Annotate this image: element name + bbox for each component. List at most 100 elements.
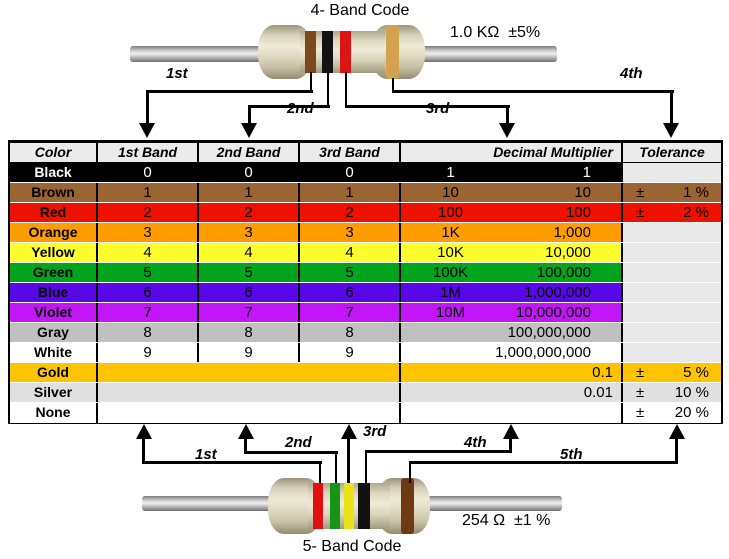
color-name: White — [10, 343, 98, 362]
band3-digit: 3 — [300, 223, 401, 242]
arrow-line — [244, 437, 247, 454]
band3-digit: 5 — [300, 263, 401, 282]
band2-digit: 9 — [199, 343, 300, 362]
multiplier-cell: 10M 10,000,000 — [401, 303, 623, 322]
band-1st-red — [313, 483, 323, 529]
stem-band1 — [319, 461, 321, 483]
table-row-none: None ±20 % — [10, 403, 721, 423]
band2-digit: 7 — [199, 303, 300, 322]
arrow-line — [146, 90, 149, 123]
header-2nd-band: 2nd Band — [199, 143, 300, 162]
tolerance-cell: ±5 % — [636, 364, 709, 381]
arrow-line — [248, 105, 251, 123]
table-row-orange: Orange 3 3 3 1K 1,000 — [10, 223, 721, 243]
table-row-yellow: Yellow 4 4 4 10K 10,000 — [10, 243, 721, 263]
multiplier-cell: 0.1 — [401, 363, 623, 382]
band1-digit: 4 — [98, 243, 199, 262]
band3-digit: 8 — [300, 323, 401, 342]
color-name: Gold — [10, 363, 98, 382]
band2-digit: 5 — [199, 263, 300, 282]
stem-band2 — [327, 72, 329, 108]
color-name: Orange — [10, 223, 98, 242]
band1-digit: 7 — [98, 303, 199, 322]
band3-digit: 9 — [300, 343, 401, 362]
tolerance-cell — [623, 323, 721, 342]
arrow-line — [148, 90, 313, 93]
tolerance-cell — [623, 223, 721, 242]
band1-digit: 5 — [98, 263, 199, 282]
band2-digit: 8 — [199, 323, 300, 342]
band-3rd-yellow — [344, 483, 354, 529]
merged-band-cell — [98, 363, 401, 382]
arrow-line — [675, 437, 678, 464]
color-name: Green — [10, 263, 98, 282]
table-row-violet: Violet 7 7 7 10M 10,000,000 — [10, 303, 721, 323]
band2-digit: 3 — [199, 223, 300, 242]
arrow-line — [365, 450, 512, 453]
header-3rd-band: 3rd Band — [300, 143, 401, 162]
arrow-line — [347, 437, 350, 483]
stem-band3 — [345, 72, 347, 108]
stem-band2 — [335, 451, 337, 483]
header-1st-band: 1st Band — [98, 143, 199, 162]
arrow-line — [250, 105, 330, 108]
multiplier-cell: 1M 1,000,000 — [401, 283, 623, 302]
multiplier-cell: 1K 1,000 — [401, 223, 623, 242]
table-row-red: Red 2 2 2 100 100 ±2 % — [10, 203, 721, 223]
arrow-line — [409, 461, 678, 464]
band-4th-black — [358, 483, 370, 529]
tolerance-cell — [623, 303, 721, 322]
band1-digit: 8 — [98, 323, 199, 342]
header-color: Color — [10, 143, 98, 162]
arrow-label-3rd: 3rd — [426, 100, 450, 117]
multiplier-cell: 100K 100,000 — [401, 263, 623, 282]
arrow-line — [142, 461, 322, 464]
arrowhead-up-5th — [669, 424, 685, 439]
arrow-line — [670, 90, 673, 123]
band2-digit: 1 — [199, 183, 300, 202]
header-tolerance: Tolerance — [639, 144, 705, 160]
band-1st-brown — [305, 31, 316, 73]
tolerance-cell: ±20 % — [636, 404, 709, 421]
tolerance-cell: ±2 % — [636, 204, 709, 221]
band1-digit: 2 — [98, 203, 199, 222]
bottom-resistor-value: 254 Ω ±1 % — [462, 512, 551, 529]
band2-digit: 0 — [199, 163, 300, 182]
band1-digit: 1 — [98, 183, 199, 202]
stem-band4 — [392, 78, 394, 93]
arrowhead-down-3rd — [499, 123, 515, 138]
band-5th-brown — [401, 478, 414, 534]
table-row-blue: Blue 6 6 6 1M 1,000,000 — [10, 283, 721, 303]
tolerance-cell: ±1 % — [636, 184, 709, 201]
multiplier-cell: 100,000,000 — [401, 323, 623, 342]
table-row-brown: Brown 1 1 1 10 10 ±1 % — [10, 183, 721, 203]
arrow-line — [244, 451, 338, 454]
arrowhead-down-4th — [663, 123, 679, 138]
band-2nd-black — [322, 31, 333, 73]
stem-band5 — [409, 461, 411, 483]
arrow-label-4th: 4th — [620, 65, 643, 82]
color-name: Gray — [10, 323, 98, 342]
table-row-white: White 9 9 9 1,000,000,000 — [10, 343, 721, 363]
table-row-green: Green 5 5 5 100K 100,000 — [10, 263, 721, 283]
five-band-code-title: 5- Band Code — [302, 538, 402, 555]
arrow-line — [392, 90, 674, 93]
table-row-gray: Gray 8 8 8 100,000,000 — [10, 323, 721, 343]
multiplier-cell: 100 100 — [401, 203, 623, 222]
multiplier-cell: 10K 10,000 — [401, 243, 623, 262]
arrow-label-5th: 5th — [560, 446, 583, 463]
multiplier-cell: 10 10 — [401, 183, 623, 202]
arrow-line — [142, 437, 145, 464]
arrow-label-4th: 4th — [464, 434, 487, 451]
arrow-line — [345, 105, 510, 108]
color-name: Silver — [10, 383, 98, 402]
table-row-gold: Gold 0.1 ±5 % — [10, 363, 721, 383]
arrow-label-1st: 1st — [166, 65, 188, 82]
color-name: Violet — [10, 303, 98, 322]
band3-digit: 6 — [300, 283, 401, 302]
band2-digit: 6 — [199, 283, 300, 302]
color-name: Yellow — [10, 243, 98, 262]
